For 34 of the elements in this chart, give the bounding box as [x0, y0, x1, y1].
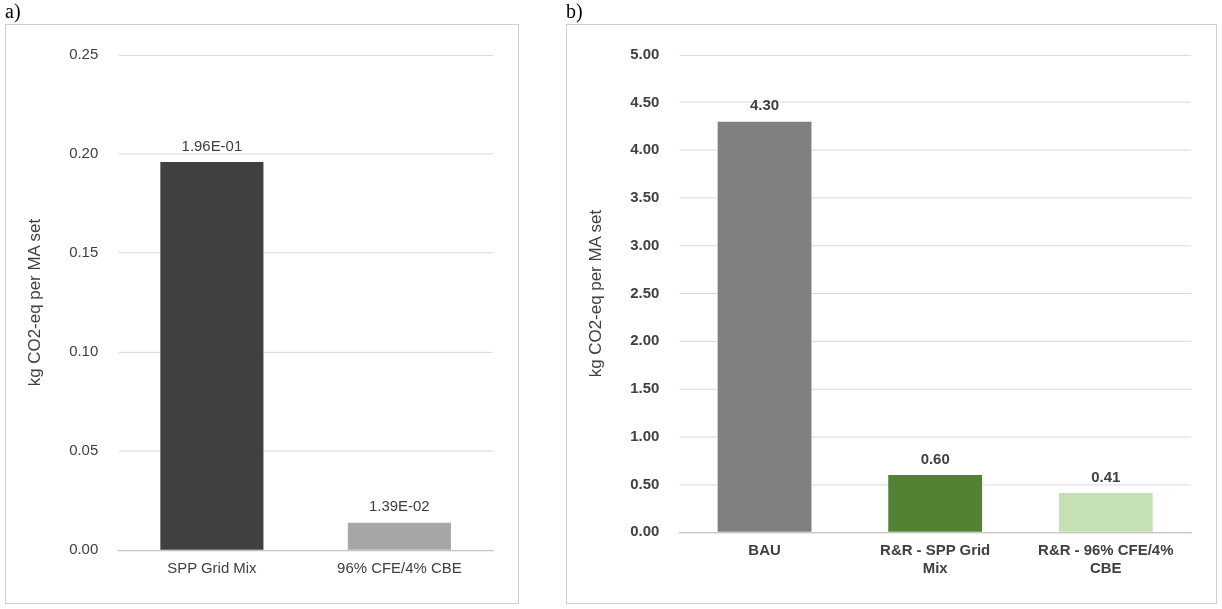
y-tick-label: 0.05 [69, 441, 99, 459]
text: a) [5, 0, 21, 23]
y-tick-label: 3.50 [630, 188, 660, 206]
y-tick-label: 0.15 [69, 243, 99, 261]
y-axis-title: kg CO2-eq per MA set [24, 218, 44, 387]
x-tick-label: 96% CFE/4% CBE [337, 559, 462, 577]
x-tick-label: SPP Grid Mix [167, 559, 258, 577]
y-axis-title: kg CO2-eq per MA set [585, 209, 605, 378]
y-tick-label: 4.00 [630, 140, 660, 158]
data-label: 1.96E-01 [181, 136, 243, 154]
y-tick-label: 0.20 [69, 144, 99, 162]
y-tick-label: 0.10 [69, 342, 99, 360]
y-tick-label: 0.25 [69, 45, 99, 63]
text: b) [566, 0, 583, 23]
data-label: 4.30 [750, 96, 780, 114]
x-tick-label: BAU [748, 541, 781, 559]
x-tick-label: R&R - SPP Grid Mix [880, 541, 991, 577]
y-tick-label: 2.50 [630, 283, 660, 301]
data-label: 1.39E-02 [369, 497, 430, 515]
data-label: 0.60 [920, 449, 950, 467]
y-tick-label: 0.00 [69, 540, 99, 558]
y-tick-label: 5.00 [630, 45, 660, 63]
y-tick-label: 0.00 [630, 522, 660, 540]
x-tick-label: R&R - 96% CFE/4% CBE [1038, 541, 1174, 577]
y-tick-label: 0.50 [630, 474, 660, 492]
y-tick-label: 2.00 [630, 331, 660, 349]
y-tick-label: 4.50 [630, 92, 660, 110]
bar [1058, 493, 1153, 532]
y-tick-label: 1.50 [630, 379, 660, 397]
data-label: 0.41 [1091, 467, 1121, 485]
bar [717, 121, 812, 532]
bar [888, 474, 983, 532]
y-tick-label: 1.00 [630, 426, 660, 444]
y-tick-label: 3.00 [630, 235, 660, 253]
